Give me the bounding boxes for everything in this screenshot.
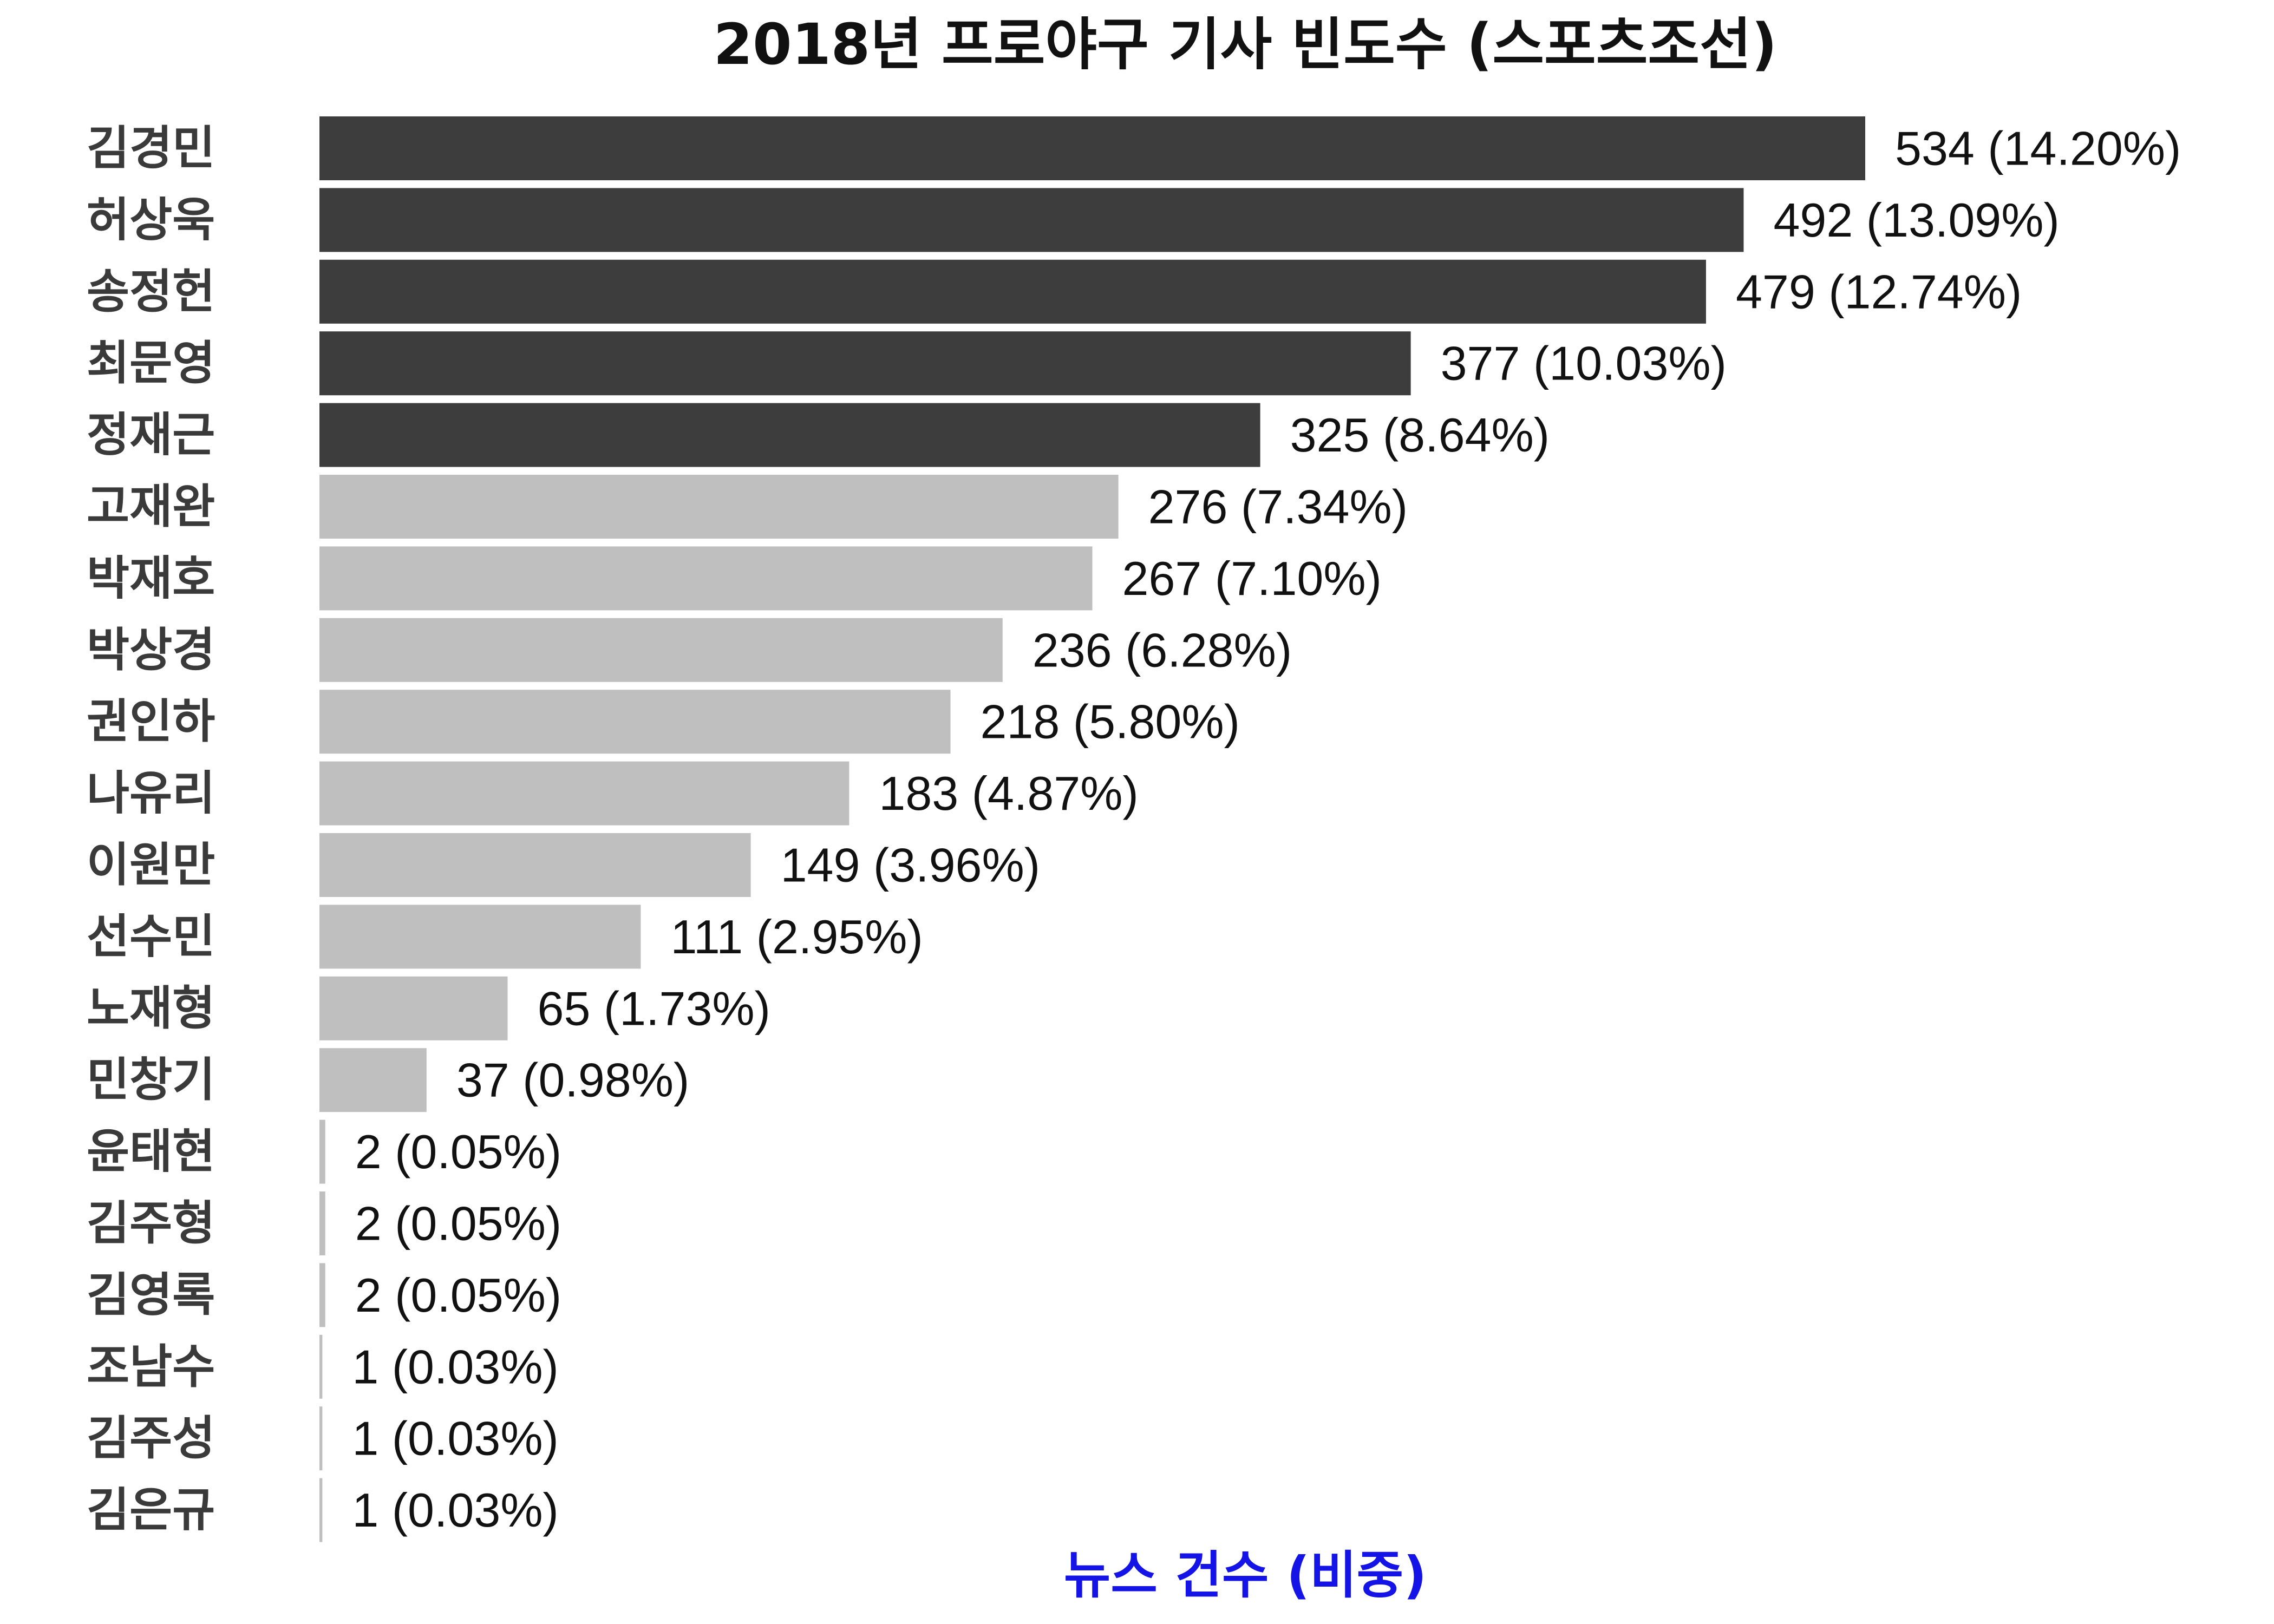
value-label: 65 (1.73%) [538,981,770,1035]
category-label: 이원만 [87,838,215,892]
bar-5 [319,403,1260,467]
category-label: 노재형 [87,981,215,1036]
chart-title: 2018년 프로야구 기사 빈도수 (스포츠조선) [714,11,1778,77]
bar-13 [319,976,508,1040]
bar-19 [319,1406,323,1471]
bar-17 [319,1263,325,1327]
category-label: 윤태현 [87,1125,215,1179]
value-label: 276 (7.34%) [1148,480,1408,534]
category-label: 선수민 [87,909,215,964]
category-labels: 김경민허상욱송정헌최문영정재근고재완박재호박상경권인하나유리이원만선수민노재형민… [87,121,215,1537]
category-label: 김은규 [87,1483,215,1537]
bar-16 [319,1191,325,1255]
x-axis-title: 뉴스 건수 (비중) [1064,1546,1427,1605]
value-label: 2 (0.05%) [355,1268,562,1322]
category-label: 김주성 [87,1411,215,1465]
bar-12 [319,905,641,969]
bar-8 [319,618,1003,682]
value-label: 149 (3.96%) [781,839,1040,892]
bar-10 [319,761,850,826]
value-label: 1 (0.03%) [352,1340,559,1393]
category-label: 김경민 [87,121,215,175]
bar-1 [319,116,1865,180]
category-label: 허상욱 [87,193,215,247]
category-label: 김주형 [87,1196,215,1250]
value-label: 2 (0.05%) [355,1125,562,1178]
category-label: 권인하 [87,695,215,749]
category-label: 송정헌 [87,265,215,319]
value-label: 236 (6.28%) [1033,623,1292,677]
value-label: 492 (13.09%) [1773,193,2059,247]
bar-14 [319,1048,427,1112]
value-label: 1 (0.03%) [352,1483,559,1537]
bars-layer [319,116,1865,1542]
value-label: 2 (0.05%) [355,1197,562,1250]
category-label: 나유리 [87,767,215,821]
value-label: 377 (10.03%) [1441,337,1727,390]
value-label: 325 (8.64%) [1290,408,1550,462]
category-label: 정재근 [87,408,215,462]
bar-3 [319,259,1706,324]
bar-11 [319,833,751,897]
category-label: 조남수 [87,1340,215,1394]
bar-20 [319,1478,323,1542]
value-label: 37 (0.98%) [456,1053,689,1107]
value-labels: 534 (14.20%) 492 (13.09%) 479 (12.74%)377 … [352,122,2181,1537]
value-label: 183 (4.87%) [879,767,1138,820]
category-label: 최문영 [87,336,215,390]
bar-9 [319,690,951,754]
category-label: 고재완 [87,480,215,534]
value-label: 218 (5.80%) [981,695,1240,749]
value-label: 1 (0.03%) [352,1412,559,1465]
category-label: 박상경 [87,623,215,677]
bar-2 [319,188,1744,252]
bar-6 [319,475,1119,539]
bar-7 [319,546,1093,611]
bar-15 [319,1119,325,1184]
category-label: 박재호 [87,551,215,605]
bar-4 [319,331,1411,396]
value-label: 479 (12.74%) [1736,265,2022,318]
value-label: 534 (14.20%) [1895,122,2181,175]
value-label: 111 (2.95%) [670,910,923,964]
bar-18 [319,1334,323,1399]
category-label: 민창기 [87,1053,215,1107]
category-label: 김영록 [87,1268,215,1322]
value-label: 267 (7.10%) [1122,552,1382,605]
